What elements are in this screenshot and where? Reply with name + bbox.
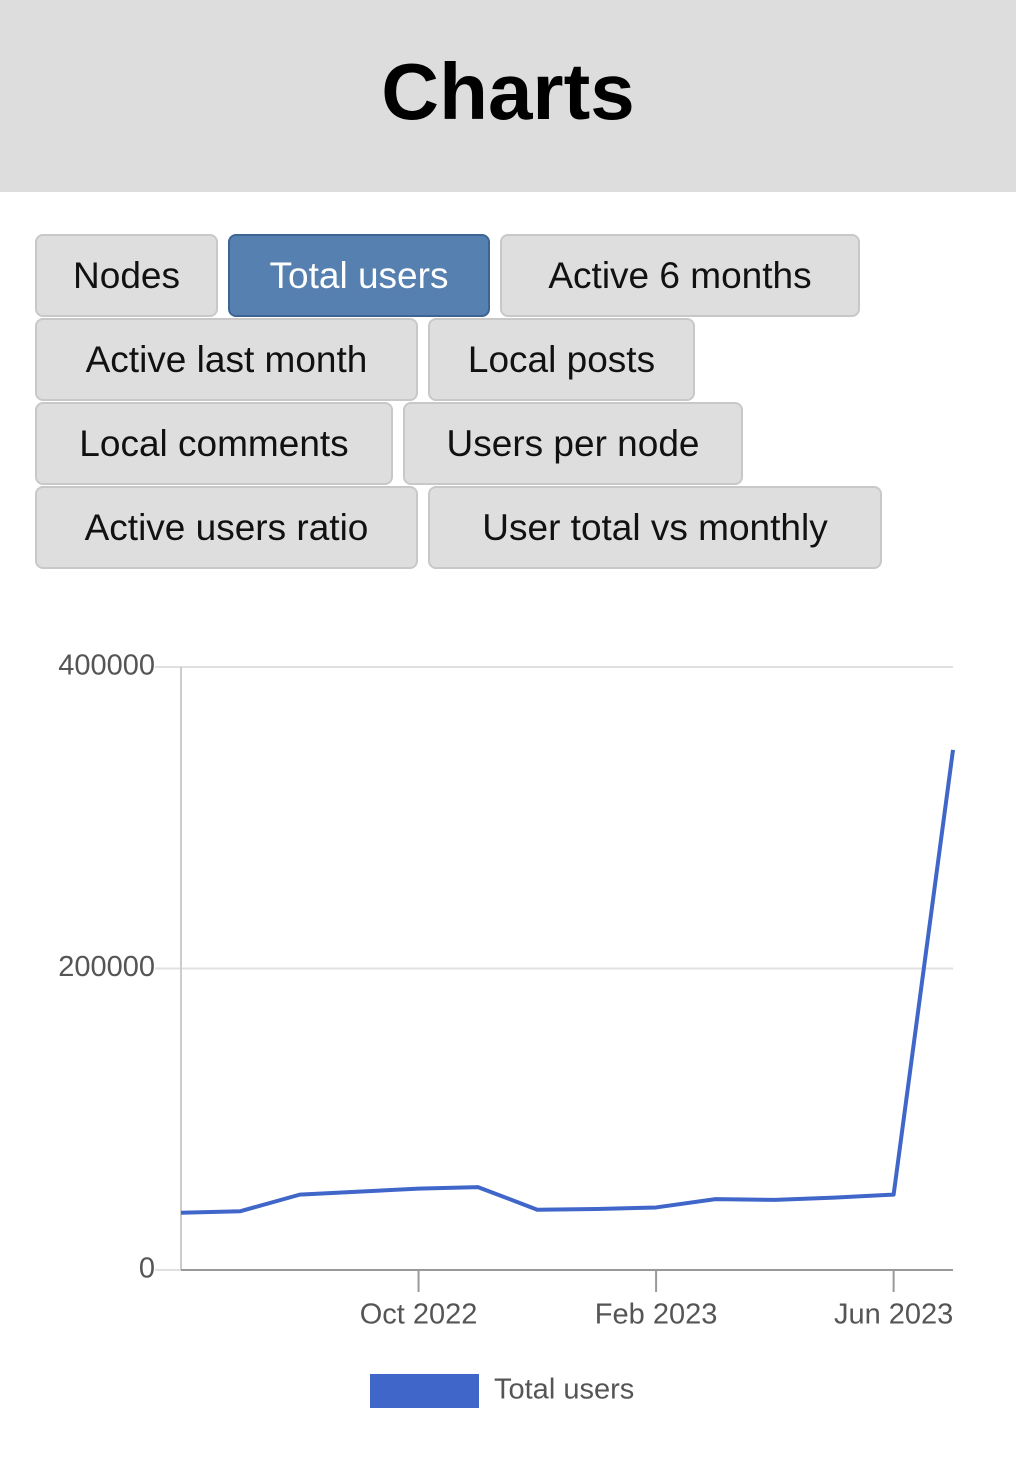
chart: 0 200000 400000 Oct 2022 Feb 2023 Jun 2023 Tot… — [58, 650, 955, 1408]
y-tick-label: 0 — [139, 1253, 155, 1285]
tab-bar: Nodes Total users Active 6 months Active la… — [35, 234, 935, 569]
y-tick-label: 400000 — [58, 650, 155, 682]
tab-button[interactable]: Total users — [228, 234, 490, 317]
y-tick-label: 200000 — [58, 951, 155, 983]
x-tick-label: Feb 2023 — [595, 1299, 718, 1331]
tab-button[interactable]: Nodes — [35, 234, 218, 317]
line-series — [180, 749, 955, 1215]
tab-button[interactable]: Active users ratio — [35, 486, 418, 569]
tab-button[interactable]: Active last month — [35, 318, 418, 401]
x-tick-label: Oct 2022 — [360, 1299, 478, 1331]
legend-label: Total users — [494, 1374, 634, 1406]
header: Charts — [0, 0, 1016, 192]
tab-button[interactable]: User total vs monthly — [428, 486, 882, 569]
x-tick-label: Jun 2023 — [834, 1299, 953, 1331]
tab-button[interactable]: Active 6 months — [500, 234, 860, 317]
tab-button[interactable]: Local comments — [35, 402, 393, 485]
tab-button[interactable]: Local posts — [428, 318, 695, 401]
legend-swatch — [370, 1374, 479, 1408]
tab-button[interactable]: Users per node — [403, 402, 743, 485]
page-title: Charts — [381, 47, 635, 136]
